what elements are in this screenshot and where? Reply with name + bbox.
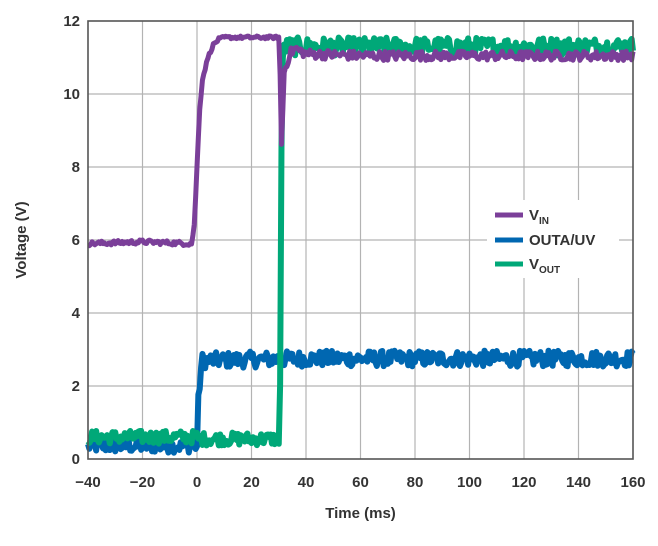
x-tick-label: 140 (566, 474, 591, 491)
x-tick-label: −20 (130, 474, 155, 491)
x-tick-label: −40 (75, 474, 100, 491)
series-lines (85, 33, 636, 456)
y-tick-label: 10 (63, 86, 80, 103)
x-tick-label: 20 (243, 474, 260, 491)
y-tick-label: 8 (72, 159, 80, 176)
x-tick-label: 100 (457, 474, 482, 491)
y-tick-label: 2 (72, 378, 80, 395)
x-tick-label: 120 (511, 474, 536, 491)
legend-label-vin: VIN (529, 207, 549, 227)
y-tick-label: 4 (72, 305, 81, 322)
x-tick-label: 40 (298, 474, 315, 491)
x-tick-label: 160 (620, 474, 645, 491)
y-tick-label: 12 (63, 13, 80, 30)
y-axis-ticks: 0 2 4 6 8 10 12 (63, 13, 80, 468)
x-axis-title: Time (ms) (325, 505, 396, 522)
y-axis-title: Voltage (V) (13, 201, 30, 278)
grid (88, 21, 633, 459)
plot-frame (87, 20, 634, 460)
legend-label-outa: OUTA/UV (529, 232, 595, 249)
x-tick-label: 60 (352, 474, 369, 491)
y-tick-label: 0 (72, 451, 80, 468)
series-line-outa-uv (85, 347, 636, 456)
y-tick-label: 6 (72, 232, 80, 249)
series-line-v-in (86, 33, 636, 249)
series-line-v-out (85, 34, 636, 449)
x-tick-label: 0 (193, 474, 201, 491)
legend: VIN OUTA/UV VOUT (487, 200, 619, 278)
legend-label-vout: VOUT (529, 256, 560, 276)
x-tick-label: 80 (407, 474, 424, 491)
x-axis-ticks: −40 −20 0 20 40 60 80 100 120 140 160 (75, 474, 645, 491)
